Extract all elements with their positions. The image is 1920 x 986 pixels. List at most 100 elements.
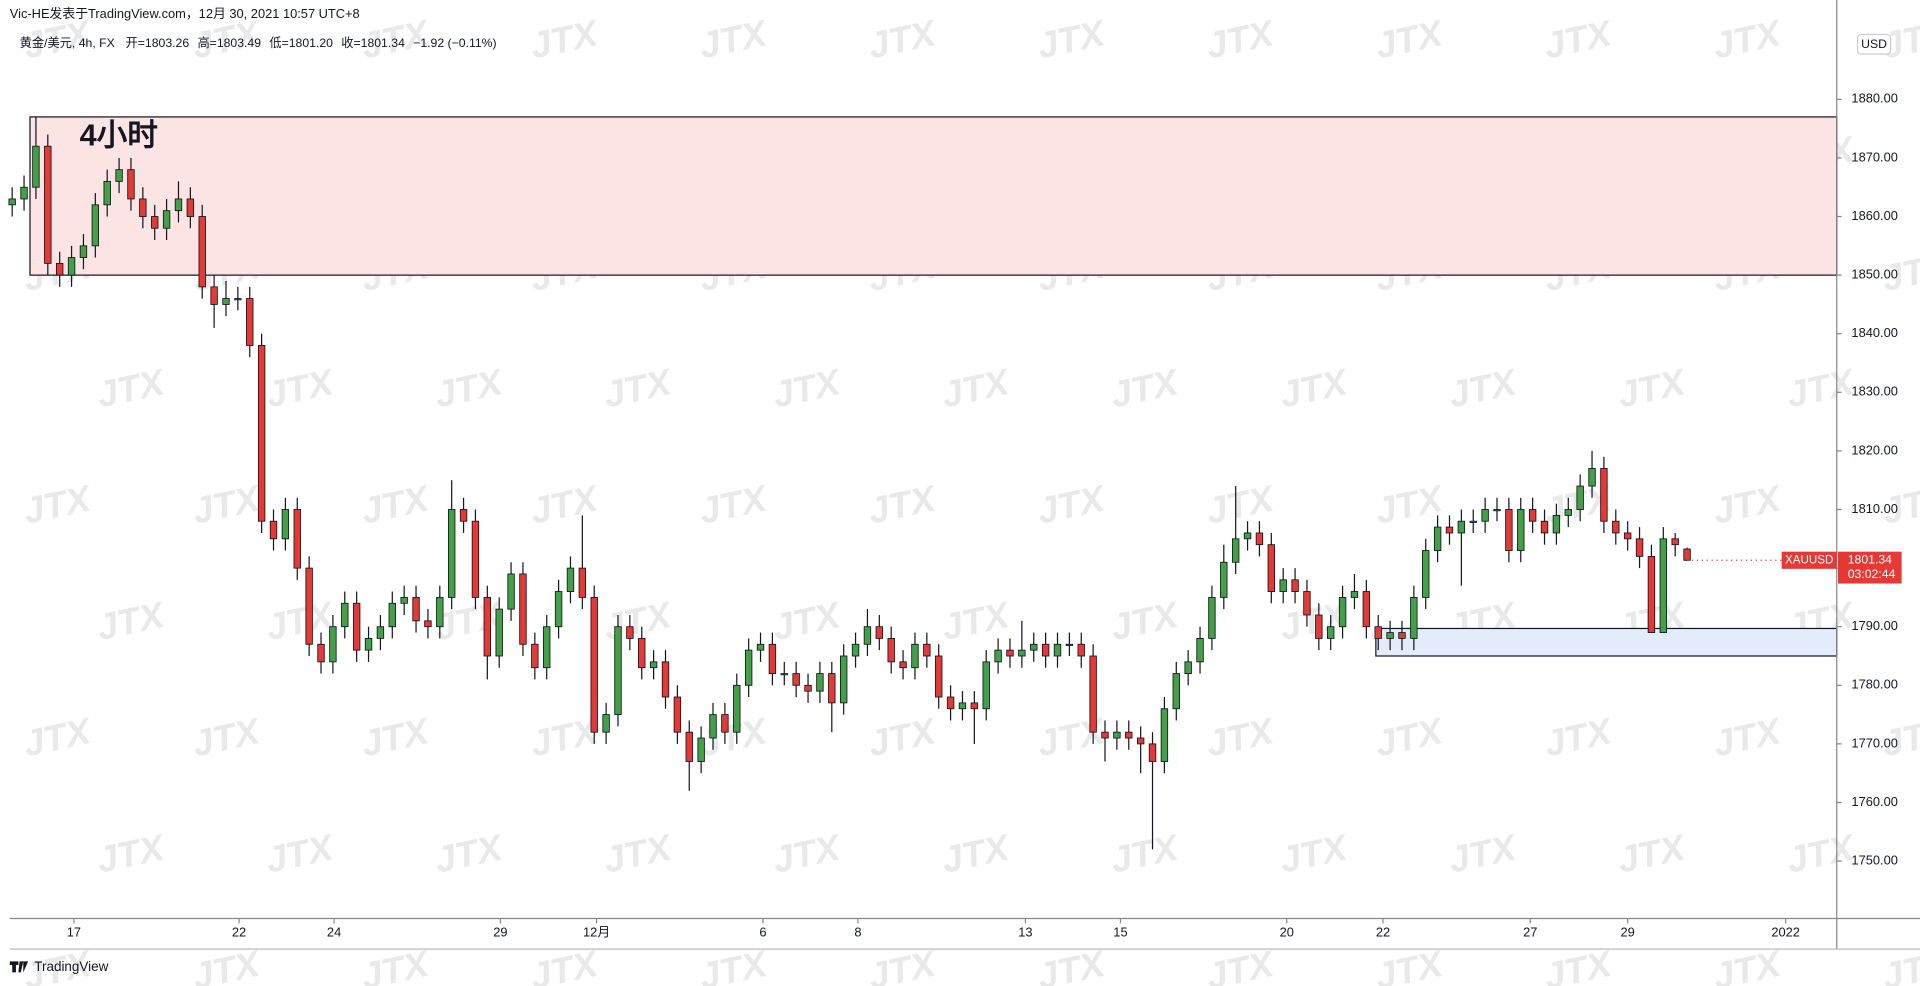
candle-body [1065,643,1074,646]
candle-body [935,655,943,698]
candle-body [1338,596,1347,628]
candle-body [1374,626,1382,639]
candle-body [79,245,88,258]
candle-body [1659,538,1668,633]
candle-body [1671,538,1679,546]
candle-body [210,286,218,305]
candle-body [507,573,515,610]
candle-body [804,684,812,692]
zone [1375,627,1838,657]
candle-body [1136,737,1145,745]
candle-body [721,714,729,733]
y-tick-label: 1810.00 [1851,501,1897,516]
candle-body [352,602,361,651]
candle-body [697,737,705,762]
candle-body [792,673,800,686]
candle-body [1398,632,1406,639]
x-tick-label: 24 [327,925,341,940]
candle-body [198,216,206,288]
candle-body [875,626,884,639]
candle-body [1077,643,1085,657]
candle-body [1623,532,1632,540]
candle-body [590,596,598,733]
candle-body [911,643,919,669]
logo-mark [9,961,29,973]
candle-body [1505,509,1513,551]
candle-body [744,649,753,686]
zones [29,116,1838,657]
candle-body [55,262,64,276]
y-tick-label: 1780.00 [1851,677,1897,692]
candle-body [1647,555,1656,633]
candle-body [436,596,444,628]
x-tick-label: 15 [1113,925,1127,940]
candle-body [1362,591,1371,628]
x-tick-label: 6 [759,925,766,940]
y-tick-label: 1870.00 [1851,149,1897,164]
candle-body [139,198,147,217]
y-tick-label: 1790.00 [1851,618,1897,633]
candle-body [103,180,111,206]
x-tick-label: 8 [854,925,861,940]
candle-body [364,637,373,651]
candle-body [1053,643,1062,657]
candle-body [566,567,575,592]
candle-body [1469,520,1477,523]
candle-body [151,216,159,229]
candle-body [32,145,40,188]
y-tick-label: 1880.00 [1851,91,1897,106]
x-tick-label: 20 [1280,925,1294,940]
x-tick-label: 12月 [583,925,610,940]
candle-body [1457,520,1466,534]
candle-body [115,169,123,182]
candle-body [602,714,610,733]
candle-body [1481,509,1489,522]
candle-body [1540,520,1549,534]
candle-body [127,169,135,200]
candle-body [554,591,563,628]
candle-body [1279,579,1287,592]
candle-body [162,210,171,229]
candle-body [234,298,242,301]
legend-high: 高=1803.49 [197,35,261,50]
symbol-tag[interactable] [1781,551,1837,569]
candle-body [483,596,492,657]
candle-body [839,655,848,704]
candle-body [376,626,385,639]
author-line: Vic-HE发表于TradingView.com，12月 30, 2021 10… [10,6,360,21]
legend-open: 开=1803.26 [126,36,190,50]
candle-body [400,596,408,604]
candle-body [1006,649,1014,657]
candle-body [1588,468,1596,487]
x-tick-label: 29 [1621,925,1635,940]
candle-body [1422,550,1430,598]
candle-body [1018,649,1026,657]
candle-body [899,661,907,669]
candle-body [20,186,28,200]
candle-body [269,520,278,540]
candle-body [982,661,990,710]
candle-body [1386,632,1394,639]
candle-body [1184,661,1192,675]
candle-body [1528,509,1537,522]
candle-body [305,567,313,645]
candle-body [424,620,432,628]
candle-body [257,345,266,522]
x-tick-label: 22 [232,925,246,940]
candle-body [531,643,539,669]
candle-body [638,637,646,669]
candle-body [1350,591,1359,598]
price-tag-countdown: 03:02:44 [1848,567,1896,581]
candle-body [174,198,183,212]
candle-body [1564,509,1572,516]
candle-body [661,661,670,698]
candle-body [923,643,931,657]
currency-badge[interactable] [1856,33,1892,55]
y-tick-label: 1850.00 [1851,267,1897,282]
candle-body [1445,526,1454,534]
candle-body [543,626,551,669]
axes: 1750.001760.001770.001780.001790.001800.… [67,91,1902,940]
candle-body [1208,596,1216,639]
y-tick-label: 1750.00 [1851,852,1897,867]
